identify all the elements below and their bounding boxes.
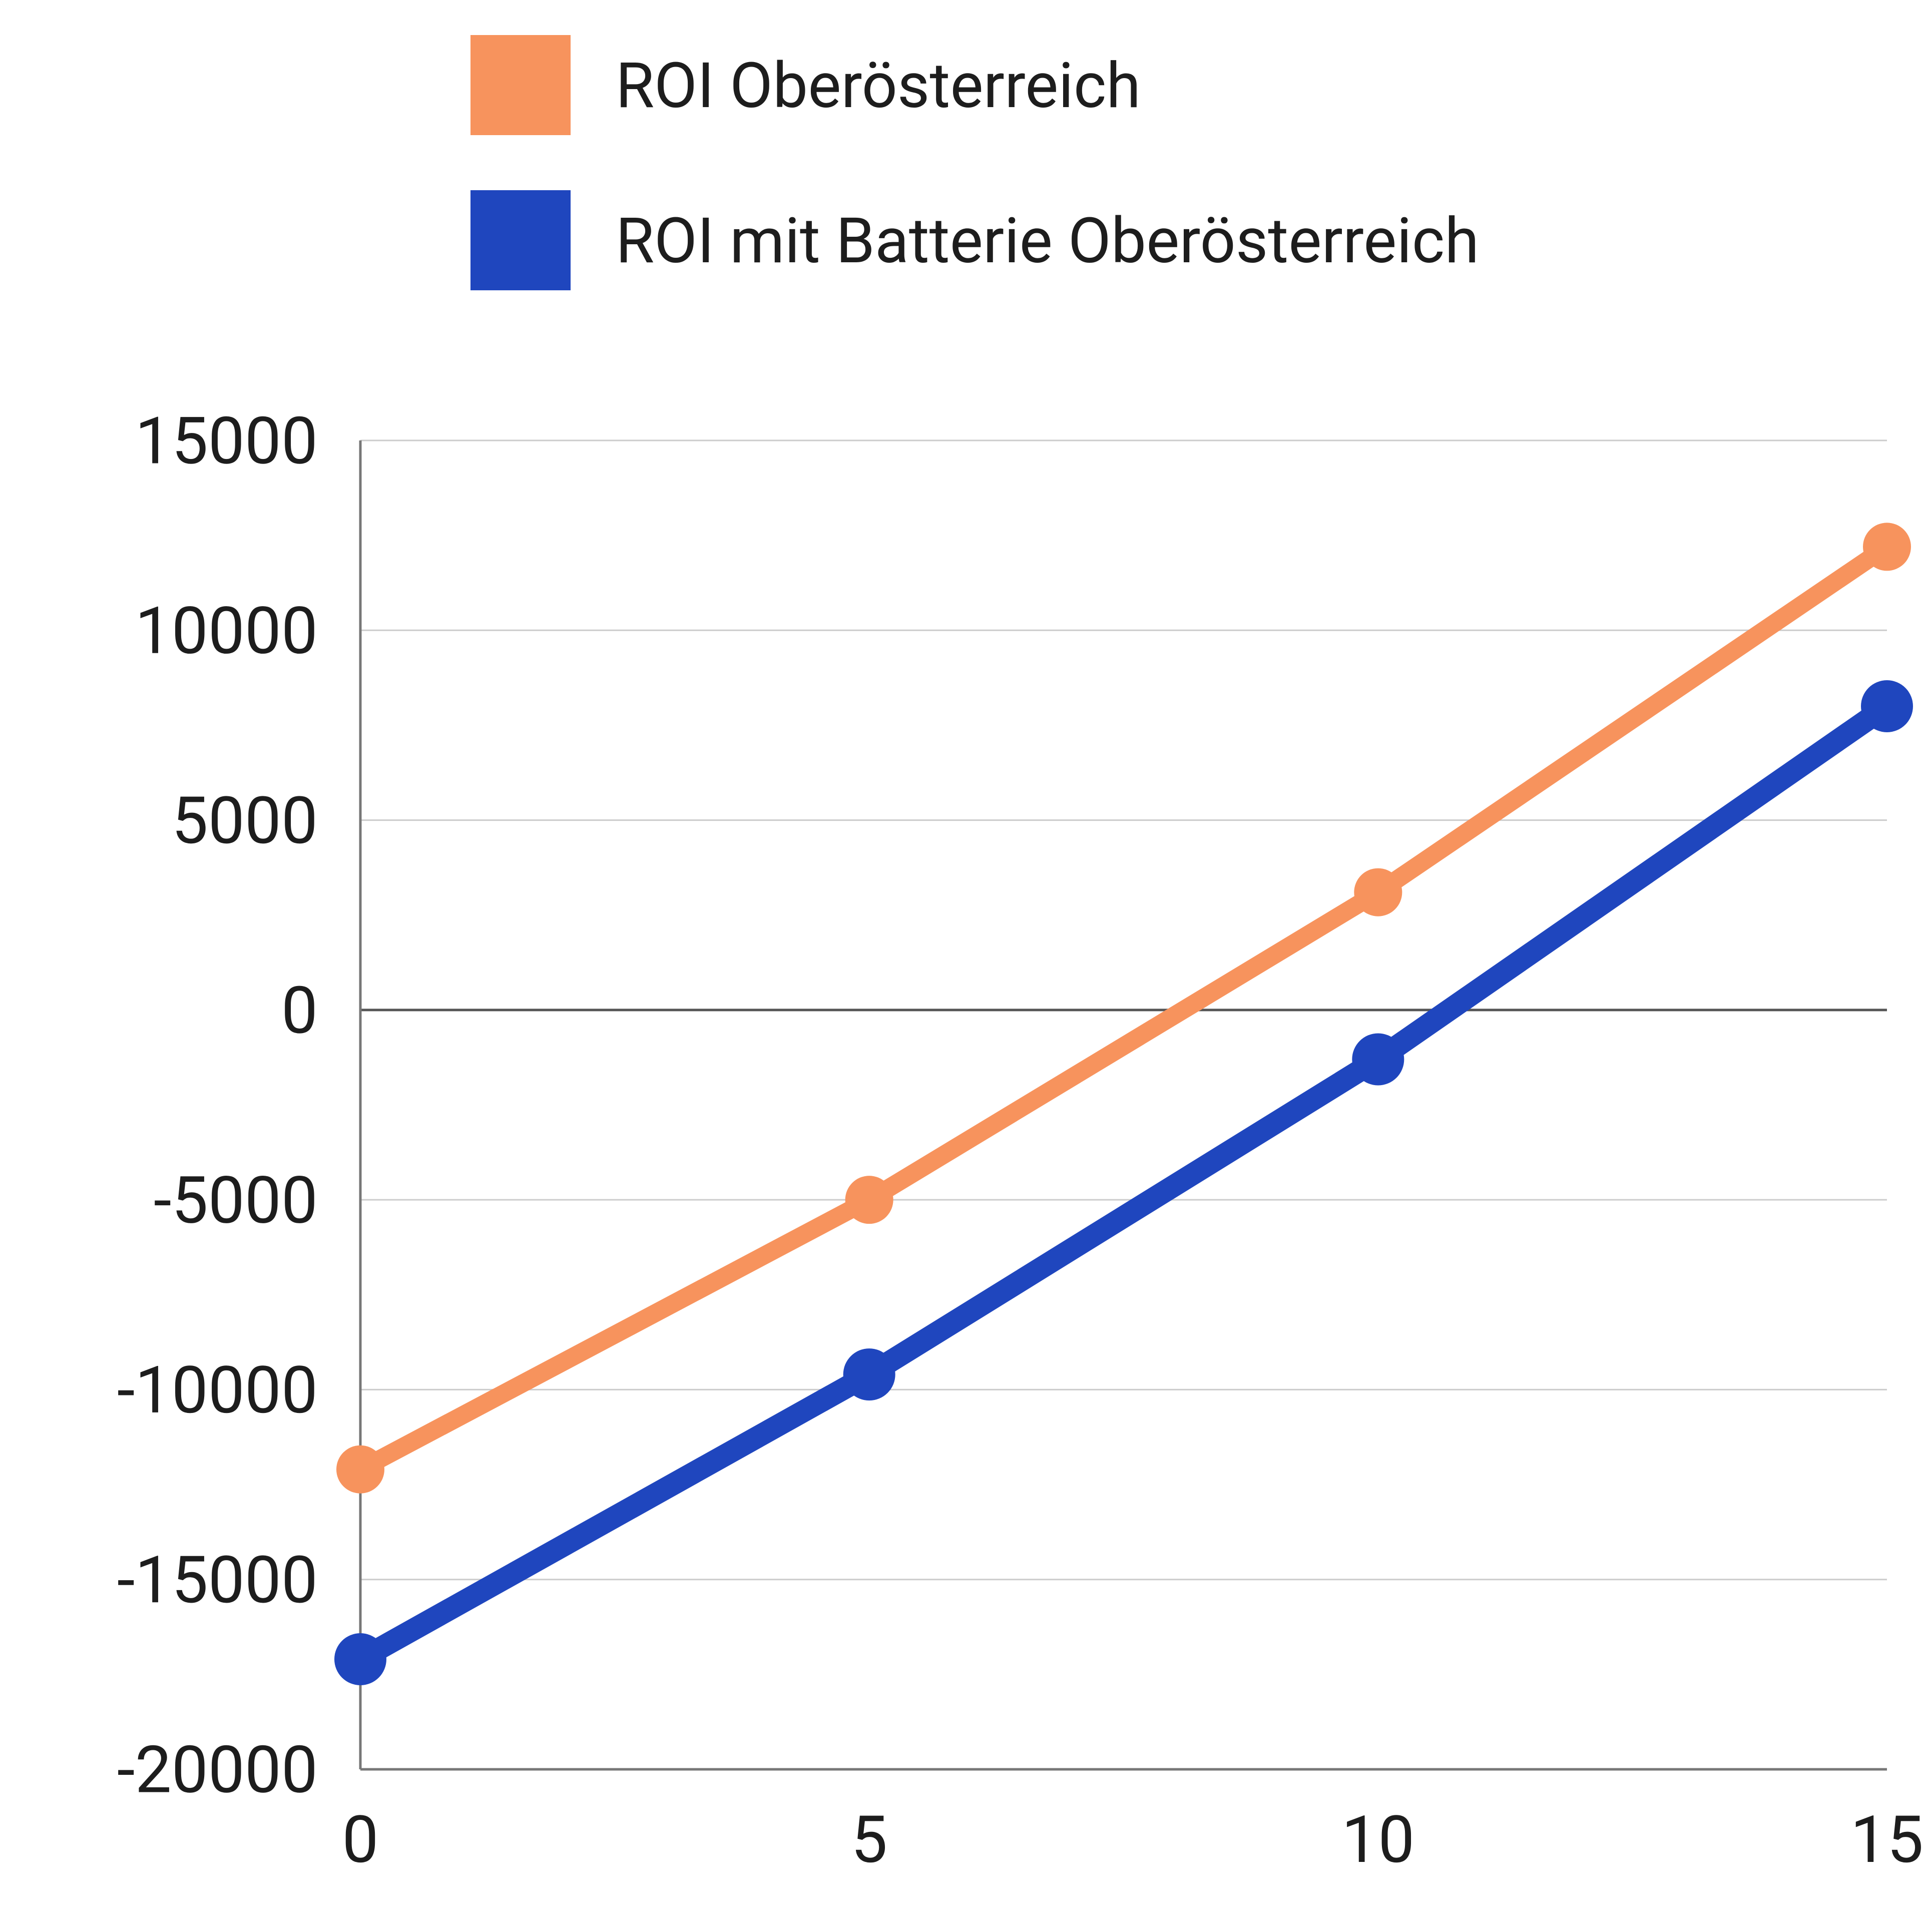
y-tick-label: 10000 bbox=[135, 593, 318, 669]
series-marker: -9600 bbox=[843, 1348, 895, 1400]
legend-label: ROI mit Batterie Oberösterreich bbox=[616, 204, 1479, 278]
series: -12100 -5000 3100 12200 bbox=[336, 523, 1911, 1493]
y-tick-label: 5000 bbox=[172, 782, 318, 859]
plot-area: -20000 -15000 -10000 -5000 0 5000 10000 15000 0 5… bbox=[117, 403, 1922, 1878]
y-tick-label: -10000 bbox=[117, 1352, 318, 1428]
legend-swatch bbox=[470, 190, 571, 290]
legend-label: ROI Oberösterreich bbox=[616, 49, 1141, 123]
series-marker: 3100 bbox=[1354, 868, 1402, 916]
y-tick-label: -15000 bbox=[117, 1542, 318, 1618]
series-marker: 12200 bbox=[1863, 523, 1911, 571]
y-tick-labels: -20000 -15000 -10000 -5000 0 5000 10000 15000 bbox=[117, 403, 318, 1808]
legend-item: ROI Oberösterreich bbox=[470, 35, 1141, 135]
series-marker: -17100 bbox=[334, 1633, 386, 1685]
y-tick-label: -5000 bbox=[154, 1162, 318, 1239]
series-marker: -5000 bbox=[845, 1176, 893, 1224]
y-tick-label: 0 bbox=[281, 972, 318, 1049]
legend-swatch bbox=[470, 35, 571, 135]
series-line bbox=[360, 547, 1887, 1469]
series-line bbox=[360, 706, 1887, 1659]
x-tick-label: 15 bbox=[1850, 1801, 1922, 1878]
legend-item: ROI mit Batterie Oberösterreich bbox=[470, 190, 1479, 290]
series-group: -12100 -5000 3100 12200 -17100 -9600 -1300 8000 bbox=[334, 523, 1913, 1685]
legend: ROI Oberösterreich ROI mit Batterie Oberö… bbox=[470, 35, 1479, 290]
series: -17100 -9600 -1300 8000 bbox=[334, 680, 1913, 1685]
grid bbox=[360, 440, 1887, 1769]
series-marker: -12100 bbox=[336, 1445, 384, 1494]
series-marker: -1300 bbox=[1352, 1033, 1404, 1085]
y-tick-label: -20000 bbox=[117, 1732, 318, 1808]
series-marker: 8000 bbox=[1861, 680, 1913, 732]
x-tick-label: 5 bbox=[851, 1801, 887, 1878]
x-tick-label: 0 bbox=[342, 1801, 378, 1878]
y-tick-label: 15000 bbox=[135, 403, 318, 479]
roi-line-chart: ROI Oberösterreich ROI mit Batterie Oberö… bbox=[0, 0, 1922, 1932]
x-tick-label: 10 bbox=[1341, 1801, 1414, 1878]
x-tick-labels: 0 5 10 15 bbox=[342, 1801, 1922, 1878]
